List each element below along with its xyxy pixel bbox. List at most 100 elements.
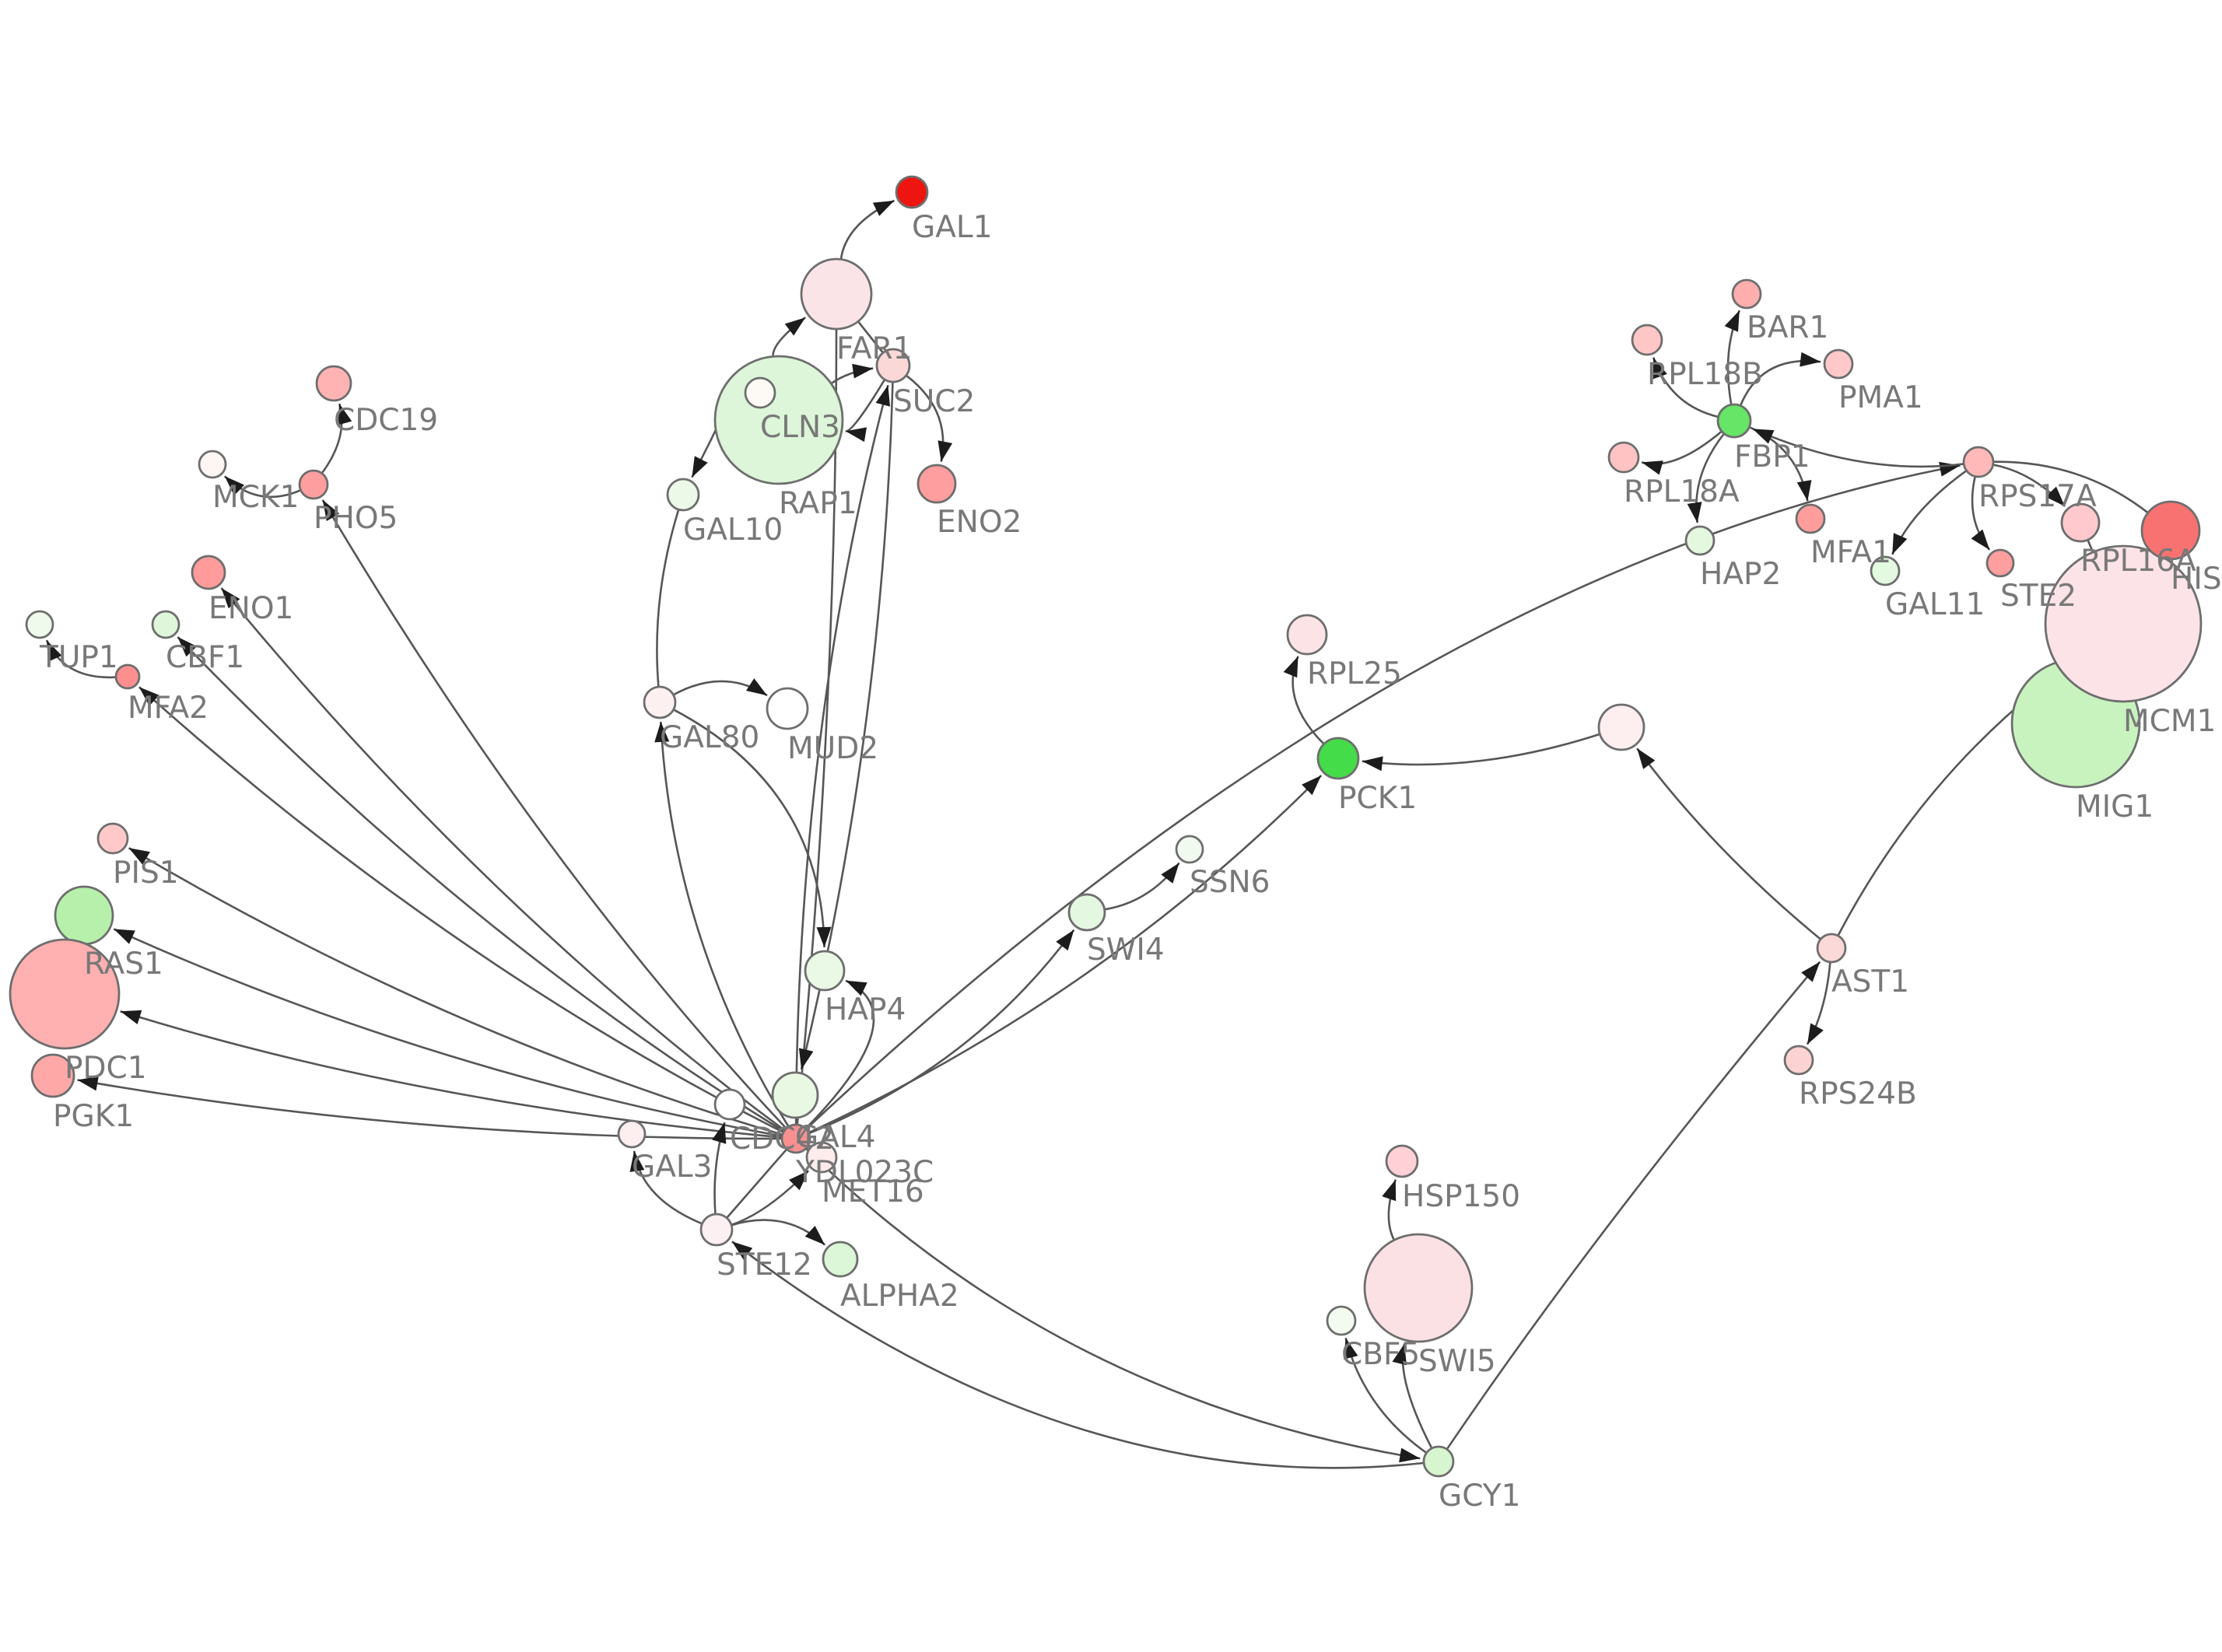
node-cdc42[interactable] [713, 1088, 746, 1121]
node-fbp1[interactable] [1716, 403, 1752, 439]
node-pis1[interactable] [96, 822, 129, 855]
node-eno1[interactable] [191, 555, 226, 590]
edge-rps17a-fbp1[interactable] [1752, 428, 1964, 468]
node-mud2[interactable] [766, 687, 809, 730]
edge-mfa2-tup1[interactable] [45, 639, 117, 679]
edge-gal80-gal10[interactable] [656, 509, 680, 688]
node-rps17a[interactable] [1962, 446, 1995, 478]
node-rpl18b[interactable] [1631, 324, 1663, 356]
node-alpha2[interactable] [822, 1241, 859, 1278]
arrowhead-rps17a-rpl16a [2045, 486, 2065, 506]
node-ast1[interactable] [1816, 933, 1847, 964]
edge-gcy1-ast1[interactable] [1446, 961, 1821, 1451]
node-gcy1[interactable] [1422, 1445, 1455, 1478]
node-ras1[interactable] [54, 885, 114, 946]
node-rpl16a[interactable] [2060, 502, 2101, 543]
edge-ydl023c-pgk1[interactable] [77, 1079, 783, 1140]
node-hap4[interactable] [804, 950, 846, 992]
edge-ydl023c-rps17a[interactable] [805, 464, 1961, 1130]
node-tup1[interactable] [25, 610, 54, 639]
edge-far1-gal1[interactable] [839, 199, 895, 260]
node-label-mfa2: MFA2 [128, 691, 209, 726]
edge-ydl023c-cbf1[interactable] [177, 635, 785, 1132]
node-mfa2[interactable] [114, 663, 141, 690]
edge-gcy1-ste12[interactable] [731, 1241, 1425, 1469]
arrowhead-fbp1-pma1 [1800, 352, 1821, 367]
edge-rps17a-his4[interactable] [1992, 460, 2148, 513]
node-label-pis1: PIS1 [113, 856, 179, 891]
node-gal3[interactable] [617, 1119, 647, 1149]
arrowhead-ydl023c-hap4 [846, 980, 867, 996]
node-suc2[interactable] [875, 348, 911, 383]
edge-ydl023c-eno1[interactable] [220, 587, 786, 1132]
node-cbf1[interactable] [151, 610, 180, 639]
node-rpl25[interactable] [1286, 614, 1328, 656]
node-ste2[interactable] [1985, 548, 2015, 578]
arrowhead-ydl023c-eno1 [221, 588, 240, 609]
edge-fbp1-pma1[interactable] [1739, 359, 1821, 407]
node-ydl023c[interactable] [780, 1123, 811, 1154]
node-cbf5[interactable] [1326, 1305, 1357, 1336]
node-pho5[interactable] [298, 469, 329, 500]
node-swi4[interactable] [1067, 893, 1106, 932]
arrowhead-ast1-anon [1637, 748, 1656, 769]
edge-fbp1-rpl18b[interactable] [1652, 357, 1719, 418]
edge-ast1-anon[interactable] [1636, 747, 1821, 940]
node-swi5[interactable] [1363, 1233, 1474, 1343]
node-gal10[interactable] [666, 478, 700, 512]
node-his4[interactable] [2140, 500, 2201, 561]
edge-swi4-ssn6[interactable] [1104, 862, 1180, 911]
node-bar1[interactable] [1731, 278, 1762, 310]
edge-ydl023c-gcy1[interactable] [804, 1147, 1421, 1460]
edge-gcy1-swi5[interactable] [1401, 1343, 1433, 1449]
node-met16[interactable] [805, 1141, 838, 1174]
arrowhead-ste12-gal3 [629, 1150, 645, 1172]
node-anon[interactable] [1597, 703, 1645, 751]
node-rpl18a[interactable] [1607, 441, 1640, 474]
node-mfa1[interactable] [1795, 503, 1826, 534]
edge-ydl023c-ras1[interactable] [113, 928, 783, 1138]
node-ssn6[interactable] [1175, 835, 1204, 864]
node-gal1[interactable] [895, 175, 929, 209]
edge-suc2-eno2[interactable] [905, 374, 945, 462]
edge-ydl023c-mfa2[interactable] [138, 686, 784, 1134]
edge-ydl023c-pis1[interactable] [128, 847, 783, 1136]
node-gal11[interactable] [1870, 555, 1901, 586]
edge-gcy1-cbf5[interactable] [1344, 1337, 1428, 1454]
node-cdc19[interactable] [315, 365, 352, 402]
edge-ydl023c-pdc1[interactable] [120, 1010, 783, 1139]
node-gal4[interactable] [771, 1071, 819, 1119]
node-mcm1[interactable] [2044, 544, 2203, 703]
node-label-pgk1: PGK1 [53, 1099, 134, 1134]
node-mck1[interactable] [198, 450, 227, 479]
node-eno2[interactable] [916, 464, 957, 504]
edge-ydl023c-suc2[interactable] [794, 384, 889, 1125]
edge-ydl023c-swi4[interactable] [808, 929, 1075, 1135]
node-rps24b[interactable] [1783, 1045, 1814, 1076]
node-far1[interactable] [800, 257, 873, 331]
edge-ste12-ydl023c[interactable] [726, 1149, 787, 1219]
node-pgk1[interactable] [30, 1053, 75, 1098]
node-label-mig1: MIG1 [2076, 789, 2154, 824]
node-rap1[interactable] [713, 355, 844, 485]
edge-fbp1-rpl18a[interactable] [1641, 430, 1723, 465]
edge-ydl023c-gal80[interactable] [660, 721, 790, 1128]
arrowhead-gcy1-cbf5 [1344, 1338, 1358, 1360]
arrowhead-gcy1-ast1 [1801, 961, 1821, 982]
edge-gal80-hap4[interactable] [673, 709, 825, 948]
node-hap2[interactable] [1684, 525, 1716, 556]
node-pck1[interactable] [1316, 737, 1360, 780]
edge-ydl023c-pck1[interactable] [808, 775, 1323, 1134]
node-label-pma1: PMA1 [1838, 380, 1923, 415]
edge-ydl023c-pho5[interactable] [321, 499, 787, 1129]
node-pma1[interactable] [1823, 348, 1854, 380]
node-pdc1[interactable] [9, 938, 121, 1050]
node-gal80[interactable] [643, 685, 677, 719]
node-ste12[interactable] [699, 1213, 734, 1247]
edge-anon-pck1[interactable] [1362, 733, 1600, 766]
node-hsp150[interactable] [1385, 1144, 1419, 1178]
edge-far1-suc2[interactable] [857, 320, 884, 353]
edge-ste12-gal3[interactable] [633, 1150, 703, 1225]
node-cln3[interactable] [744, 376, 776, 409]
